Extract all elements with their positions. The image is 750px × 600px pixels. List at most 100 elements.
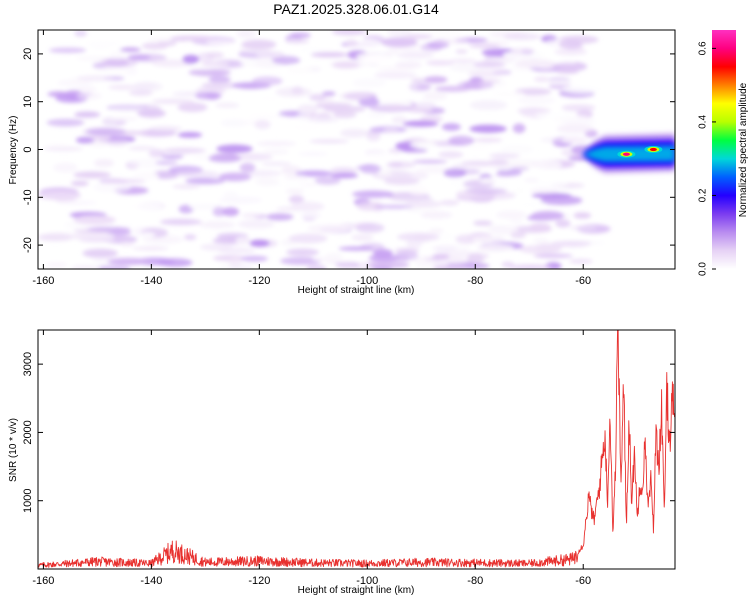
heatmap-cell xyxy=(473,61,506,68)
snr-y-axis: 1000 2000 3000 xyxy=(22,352,675,513)
heatmap-cell xyxy=(285,188,305,194)
heatmap-cell xyxy=(332,61,360,69)
heatmap-cell xyxy=(519,201,545,208)
heatmap-cell xyxy=(288,233,328,244)
heatmap-peak xyxy=(649,147,657,152)
heatmap-cell xyxy=(223,191,239,199)
heatmap-cell xyxy=(108,84,138,90)
heatmap-cell xyxy=(469,124,507,133)
heatmap-cell xyxy=(240,255,269,262)
heatmap-cell xyxy=(492,90,525,98)
heatmap-cell xyxy=(194,92,222,100)
heatmap-cell xyxy=(46,118,85,127)
heatmap-cell xyxy=(77,75,115,82)
heatmap-cell xyxy=(495,210,527,220)
heatmap-cell xyxy=(151,98,195,104)
heatmap-cell xyxy=(127,54,151,60)
heatmap-cell xyxy=(468,70,504,78)
heatmap-cell xyxy=(455,234,479,244)
heatmap-cell xyxy=(363,151,404,161)
heatmap-cell xyxy=(75,136,95,144)
heatmap-cell xyxy=(443,250,474,258)
snr-y-label: SNR (10 * v/v) xyxy=(8,418,19,482)
heatmap-cell xyxy=(356,201,381,211)
heatmap-cell xyxy=(49,47,87,53)
snr-frame xyxy=(37,329,676,570)
heatmap-cell xyxy=(309,93,327,102)
heatmap-cell xyxy=(251,76,283,86)
heatmap-cell xyxy=(383,127,399,133)
heatmap-cell xyxy=(569,225,597,231)
heatmap-cell xyxy=(151,59,193,68)
heatmap-cell xyxy=(91,265,131,269)
heatmap-cell xyxy=(368,254,400,262)
heatmap-cell xyxy=(71,264,101,269)
colorbar-label: Normalized spectral amplitude xyxy=(738,82,749,217)
heatmap-cell xyxy=(410,78,428,83)
heatmap-cell xyxy=(174,170,219,178)
heatmap-cell xyxy=(43,142,68,147)
x-tick-label: -100 xyxy=(356,575,378,587)
heatmap-cell xyxy=(177,102,208,113)
heatmap-cell xyxy=(568,258,593,264)
heatmap-cell xyxy=(250,102,278,110)
heatmap-cell xyxy=(86,127,126,136)
x-tick-label: -80 xyxy=(467,575,483,587)
heatmap-cell xyxy=(288,195,305,204)
heatmap-x-axis: -160 -140 -120 -100 -80 -60 xyxy=(32,30,591,287)
heatmap-cell xyxy=(488,159,509,165)
heatmap-cell xyxy=(128,89,153,96)
heatmap-cell xyxy=(397,232,440,242)
heatmap-cell xyxy=(93,158,115,168)
heatmap-cell xyxy=(86,226,131,232)
heatmap-cell xyxy=(297,151,329,156)
heatmap-cell xyxy=(499,144,535,155)
heatmap-cell xyxy=(236,30,257,38)
y-tick-label: -20 xyxy=(22,237,34,253)
heatmap-cell xyxy=(351,234,374,242)
heatmap-cell xyxy=(439,200,460,206)
heatmap-cell xyxy=(93,182,132,193)
heatmap-cell xyxy=(558,39,583,50)
heatmap-cell xyxy=(159,218,202,226)
heatmap-cell xyxy=(554,48,588,56)
heatmap-cell xyxy=(407,207,423,213)
heatmap-cell xyxy=(249,239,270,247)
heatmap-cell xyxy=(509,264,553,269)
heatmap-cell xyxy=(439,257,472,264)
heatmap-cell xyxy=(286,248,319,257)
colorbar: 0.0 0.2 0.4 0.6 Normalized spectral amplitu… xyxy=(698,30,749,276)
snr-x-axis: -160 -140 -120 -100 -80 -60 xyxy=(32,330,591,587)
heatmap-cell xyxy=(420,211,453,219)
snr-panel: -160 -140 -120 -100 -80 -60 1000 2000 3000 Heig… xyxy=(8,329,676,596)
y-tick-label: -10 xyxy=(22,189,34,205)
heatmap-cell xyxy=(367,112,387,118)
heatmap-cell xyxy=(108,116,138,122)
heatmap-cell xyxy=(476,243,515,252)
heatmap-cell xyxy=(215,102,240,109)
heatmap-cell xyxy=(241,39,277,50)
x-tick-label: -60 xyxy=(575,575,591,587)
heatmap-cell xyxy=(404,171,429,180)
heatmap-cell xyxy=(391,196,434,202)
heatmap-cell xyxy=(511,166,529,171)
heatmap-cell xyxy=(85,40,123,47)
heatmap-cell xyxy=(43,146,84,151)
heatmap-cell xyxy=(198,221,236,229)
x-tick-label: -140 xyxy=(140,275,162,287)
heatmap-cell xyxy=(408,185,430,196)
heatmap-cell xyxy=(387,30,412,37)
heatmap-cell xyxy=(101,179,146,184)
heatmap-cell xyxy=(283,175,307,180)
heatmap-cell xyxy=(466,253,485,264)
heatmap-cell xyxy=(533,238,549,244)
heatmap-cell xyxy=(74,111,101,118)
heatmap-cell xyxy=(406,239,423,249)
heatmap-cell xyxy=(529,222,551,233)
heatmap-cell xyxy=(235,153,273,161)
x-tick-label: -100 xyxy=(356,275,378,287)
heatmap-cell xyxy=(322,91,336,96)
heatmap-cell xyxy=(561,104,596,112)
heatmap-cell xyxy=(38,109,75,114)
heatmap-cells xyxy=(38,30,611,269)
